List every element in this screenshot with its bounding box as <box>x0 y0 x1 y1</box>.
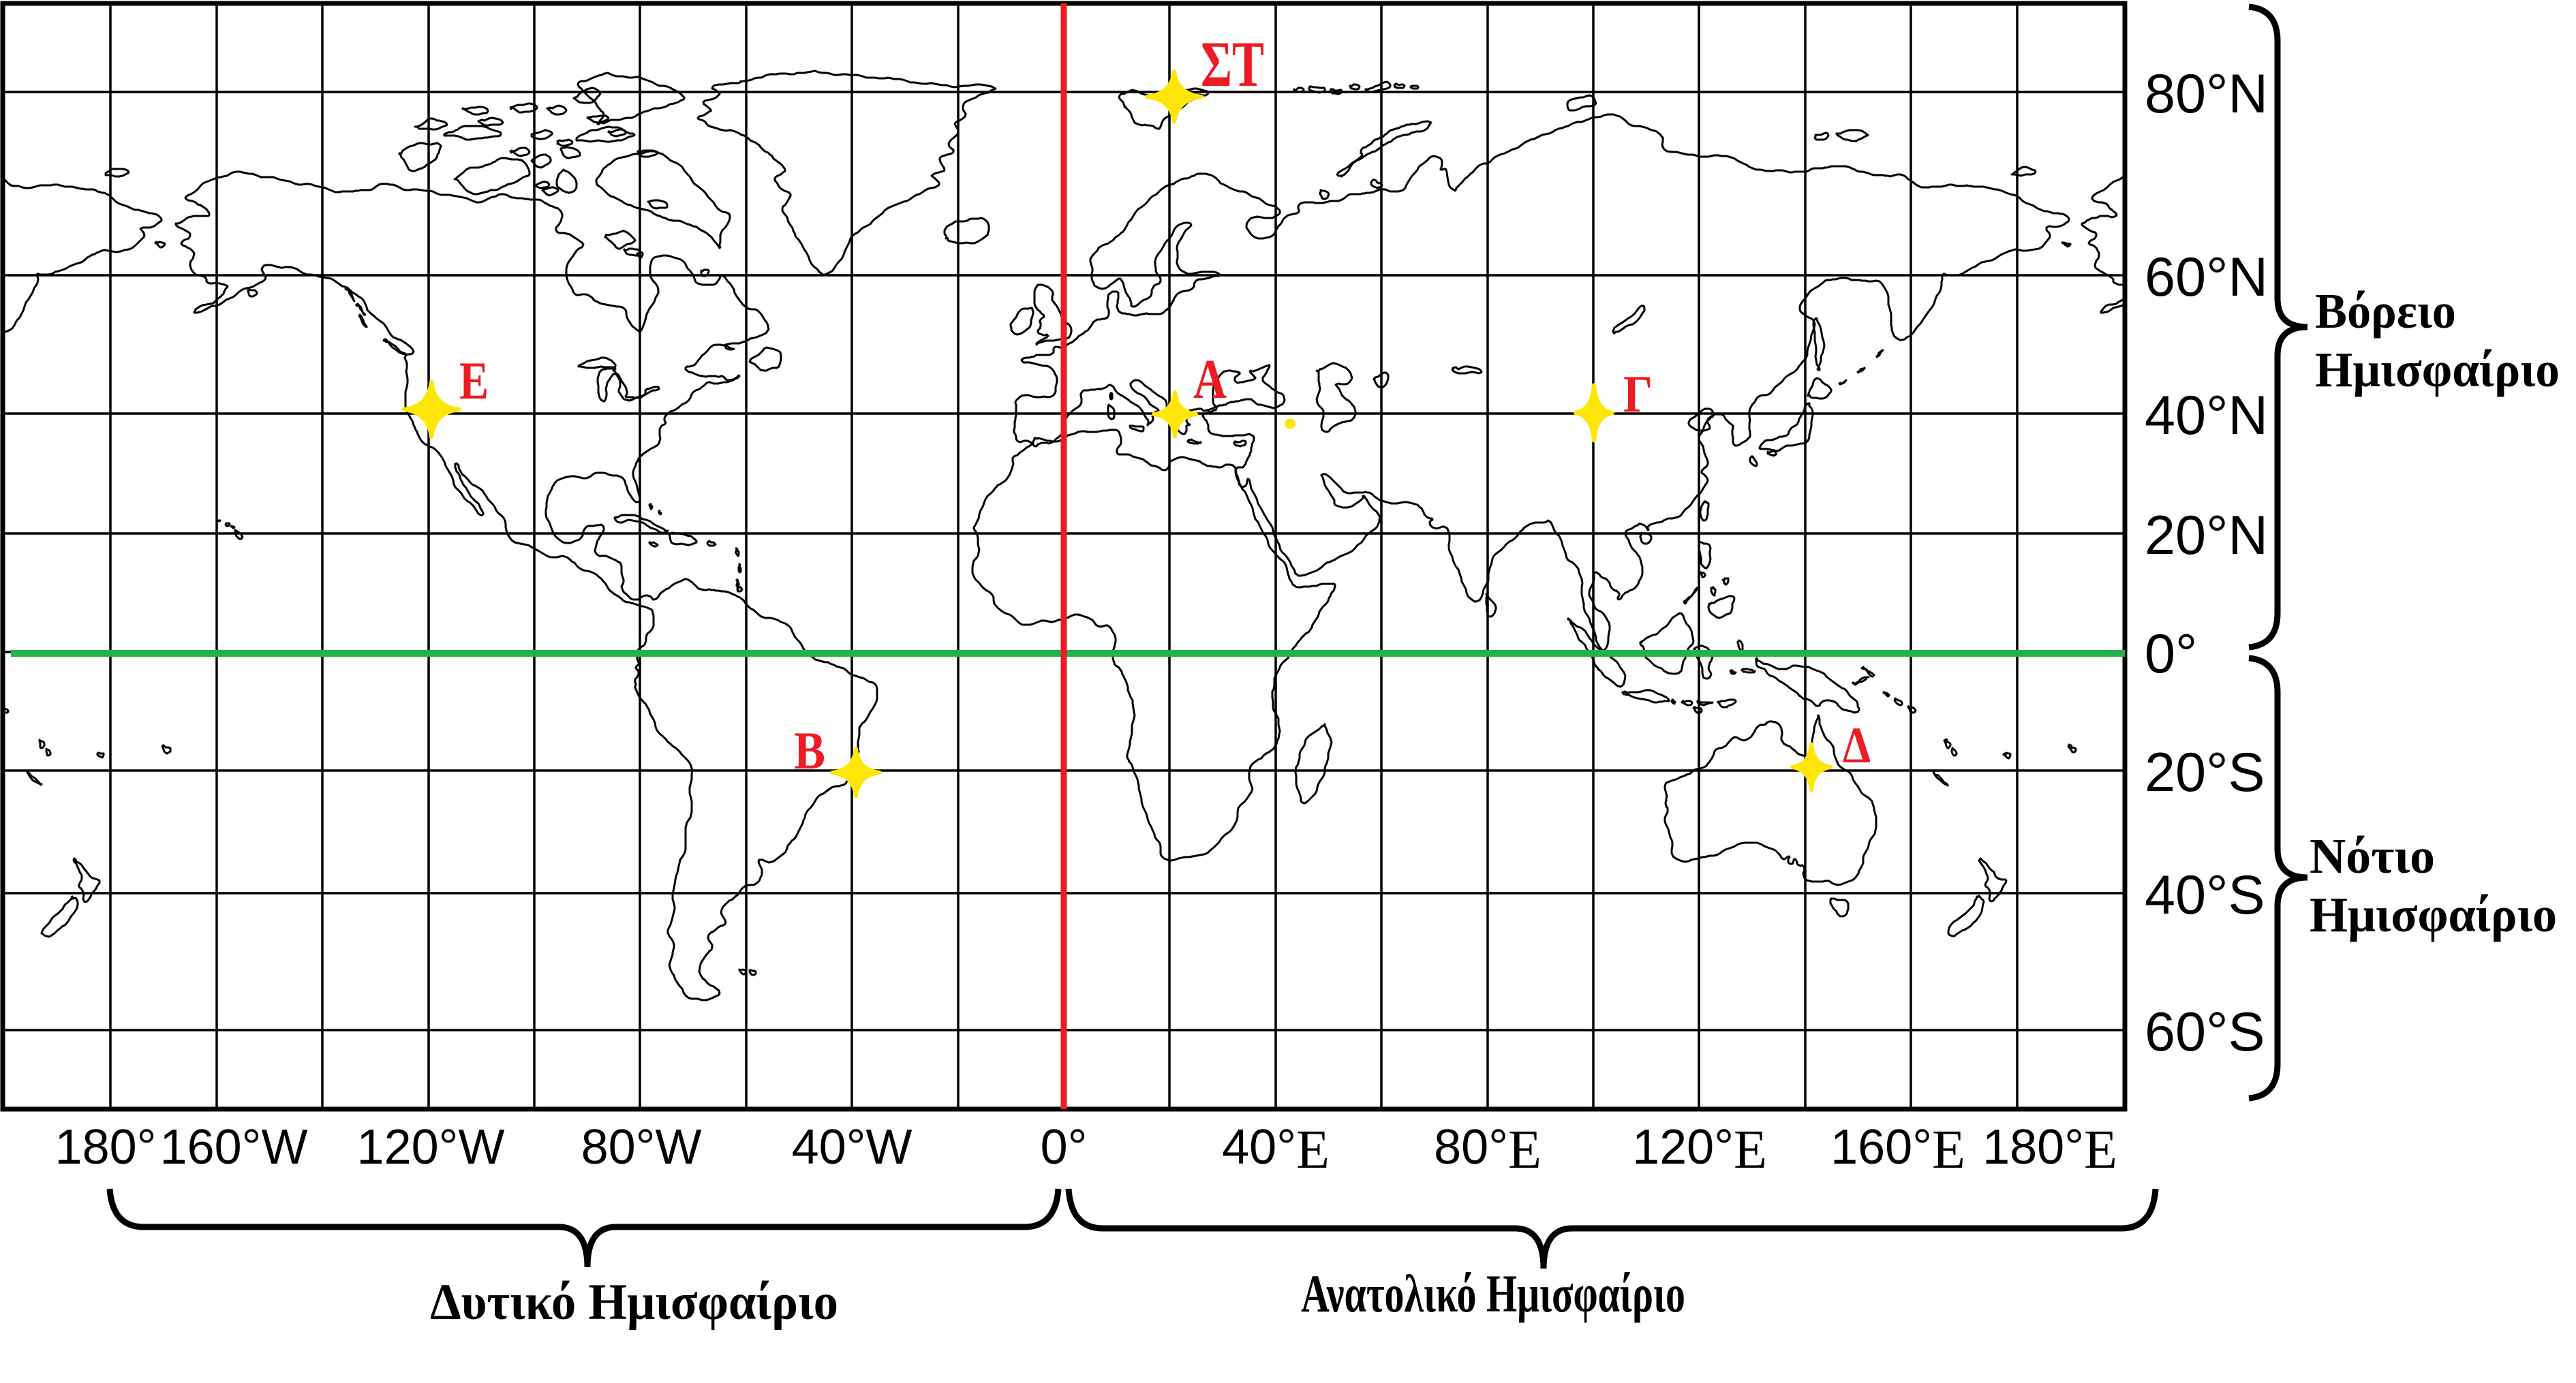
svg-text:80°W: 80°W <box>581 1120 702 1175</box>
svg-text:180°E: 180°E <box>1982 1120 2117 1180</box>
svg-text:ΣΤ: ΣΤ <box>1201 28 1264 100</box>
svg-text:160°E: 160°E <box>1830 1120 1965 1180</box>
svg-text:20°S: 20°S <box>2145 742 2265 803</box>
svg-text:Βόρειο: Βόρειο <box>2315 283 2456 339</box>
svg-text:80°E: 80°E <box>1434 1120 1542 1180</box>
svg-text:60°N: 60°N <box>2145 247 2268 308</box>
svg-text:Ημισφαίριο: Ημισφαίριο <box>2310 887 2557 942</box>
svg-text:Δ: Δ <box>1843 717 1871 774</box>
svg-text:Γ: Γ <box>1623 364 1653 423</box>
svg-text:160°W: 160°W <box>160 1120 308 1175</box>
svg-text:0°: 0° <box>2145 623 2197 685</box>
svg-text:40°E: 40°E <box>1222 1120 1330 1180</box>
svg-text:120°W: 120°W <box>357 1120 505 1175</box>
svg-text:Ανατολικό Ημισφαίριο: Ανατολικό Ημισφαίριο <box>1301 1264 1685 1323</box>
svg-text:20°N: 20°N <box>2145 505 2268 566</box>
svg-text:0°: 0° <box>1041 1120 1088 1175</box>
svg-text:Νότιο: Νότιο <box>2310 828 2435 884</box>
svg-text:E: E <box>459 351 489 410</box>
svg-text:B: B <box>794 721 825 780</box>
svg-text:40°N: 40°N <box>2145 385 2268 446</box>
svg-text:120°E: 120°E <box>1632 1120 1767 1180</box>
svg-text:Ημισφαίριο: Ημισφαίριο <box>2315 342 2560 397</box>
svg-text:40°S: 40°S <box>2145 865 2265 926</box>
svg-text:Δυτικό Ημισφαίριο: Δυτικό Ημισφαίριο <box>430 1274 838 1331</box>
svg-text:60°S: 60°S <box>2145 1001 2265 1063</box>
svg-text:180°: 180° <box>55 1120 157 1175</box>
svg-text:A: A <box>1193 347 1227 410</box>
svg-text:40°W: 40°W <box>792 1120 913 1175</box>
svg-text:80°N: 80°N <box>2145 63 2268 125</box>
